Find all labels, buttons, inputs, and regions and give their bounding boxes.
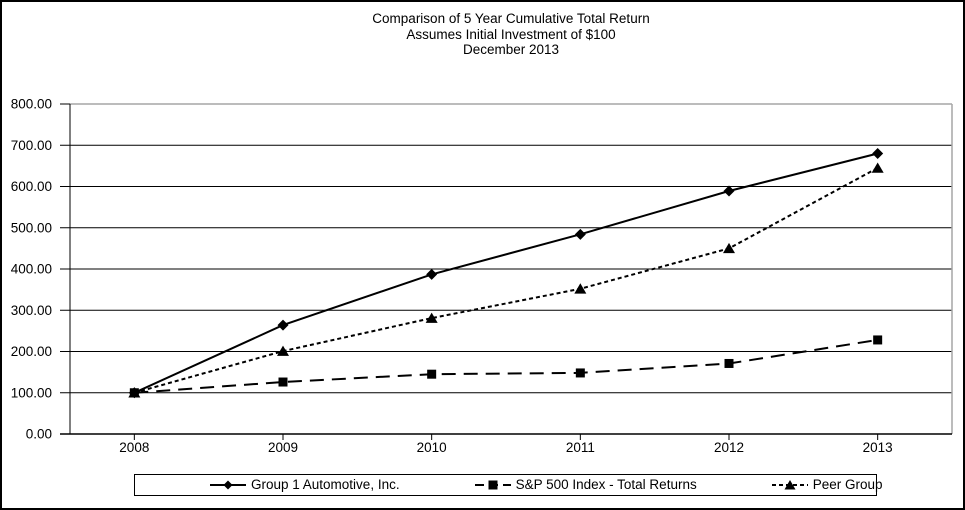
- series-marker-diamond-0-1: [277, 319, 289, 331]
- legend-label-sp500: S&P 500 Index - Total Returns: [515, 477, 697, 493]
- series-line-0: [133, 152, 878, 394]
- legend-sample-triangle-dot-line: [771, 480, 808, 490]
- series-marker-square-1-5: [873, 335, 883, 345]
- y-axis-tick-label: 200.00: [11, 344, 52, 359]
- chart-title-line3: December 2013: [462, 42, 560, 57]
- series-marker-square-1-2: [427, 369, 437, 379]
- y-axis-tick-label: 300.00: [11, 303, 52, 318]
- series-marker-diamond-0-2: [426, 268, 438, 280]
- series-marker-diamond-0-5: [872, 148, 884, 159]
- series-marker-square-1-4: [724, 358, 734, 368]
- series-line-2: [134, 167, 879, 394]
- x-axis-tick-label: 2012: [714, 440, 744, 455]
- series-marker-diamond-0-4: [723, 185, 735, 197]
- series-marker-square-1-3: [575, 368, 585, 378]
- series-line-1: [134, 338, 878, 394]
- series-marker-triangle-2-0: [128, 387, 141, 398]
- legend-item-sp500: S&P 500 Index - Total Returns: [400, 478, 697, 492]
- chart-title-line2: Assumes Initial Investment of $100: [406, 26, 616, 42]
- legend-label-group1: Group 1 Automotive, Inc.: [251, 477, 400, 493]
- y-axis-tick-label: 700.00: [11, 138, 52, 153]
- x-axis-tick-label: 2010: [417, 440, 447, 455]
- y-axis-tick-label: 400.00: [11, 262, 52, 277]
- legend-item-group1: Group 1 Automotive, Inc.: [135, 478, 400, 492]
- y-axis-tick-label: 600.00: [11, 179, 52, 194]
- y-axis-tick-label: 0.00: [26, 427, 52, 442]
- x-axis-tick-label: 2013: [863, 440, 893, 455]
- series-marker-triangle-2-5: [871, 162, 884, 173]
- legend-item-peer-group: Peer Group: [697, 478, 883, 492]
- chart-title: Comparison of 5 Year Cumulative Total Re…: [70, 11, 952, 58]
- x-axis-tick-label: 2009: [268, 440, 298, 455]
- series-marker-diamond-0-3: [574, 228, 586, 240]
- legend-label-peer-group: Peer Group: [812, 477, 883, 493]
- chart-title-line1: Comparison of 5 Year Cumulative Total Re…: [372, 11, 650, 26]
- series-marker-square-1-1: [278, 377, 288, 387]
- y-axis-tick-label: 100.00: [11, 385, 52, 400]
- y-axis-tick-label: 800.00: [11, 97, 52, 112]
- series-marker-triangle-2-3: [574, 283, 587, 294]
- x-axis-tick-label: 2008: [119, 440, 149, 455]
- series-marker-triangle-2-4: [723, 242, 735, 254]
- chart-legend: Group 1 Automotive, Inc. S&P 500 Index -…: [134, 474, 883, 496]
- x-axis-tick-label: 2011: [566, 440, 595, 455]
- legend-sample-diamond-solid-line: [210, 480, 246, 490]
- y-axis-tick-label: 500.00: [11, 220, 52, 235]
- series-marker-triangle-2-2: [425, 312, 438, 323]
- legend-sample-square-dash-line: [474, 480, 511, 490]
- series-marker-triangle-2-1: [277, 345, 289, 356]
